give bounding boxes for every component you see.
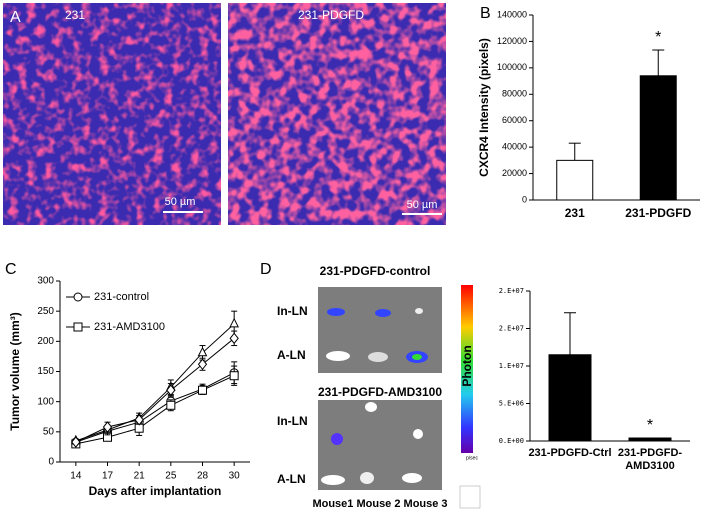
bar — [548, 354, 592, 442]
signal-spot — [413, 429, 423, 439]
imaging-photo — [318, 400, 442, 490]
legend-label: 231-AMD3100 — [94, 321, 165, 333]
marker — [229, 371, 239, 381]
x-tick-label: 28 — [197, 471, 209, 482]
bar — [639, 75, 677, 201]
x-tick-label: 231-PDGFD-Ctrl — [528, 447, 612, 459]
signal-spot — [326, 351, 350, 361]
scale-bar-label: 50 µm — [407, 199, 438, 211]
marker — [73, 322, 83, 332]
row-label: In-LN — [277, 304, 308, 318]
micrograph-signal — [228, 3, 446, 225]
y-axis-title: Tumor volume (mm³) — [8, 312, 22, 430]
panel-label: A — [10, 9, 21, 26]
y-tick-label: 250 — [37, 306, 54, 317]
scale-bar-label: 50 µm — [165, 196, 196, 208]
marker — [198, 385, 207, 395]
marker — [134, 413, 144, 426]
row-label: A-LN — [277, 472, 306, 486]
y-tick-label: 1.E+07 — [499, 362, 524, 370]
image-title: 231 — [65, 8, 85, 22]
marker — [229, 332, 239, 345]
y-tick-label: 0.E+00 — [499, 437, 524, 445]
x-tick-label: 17 — [102, 471, 114, 482]
y-tick-label: 150 — [37, 366, 54, 377]
y-tick-label: 40000 — [502, 142, 527, 152]
marker — [197, 358, 208, 371]
y-tick-label: 60000 — [502, 115, 527, 125]
x-tick-label: 14 — [70, 471, 82, 482]
mouse-labels: Mouse1 Mouse 2 Mouse 3 — [312, 498, 447, 510]
color-bar-unit: p/sec — [466, 455, 478, 461]
color-bar — [461, 285, 473, 453]
significance-mark: * — [647, 417, 653, 434]
color-bar-legend — [459, 485, 481, 509]
signal-spot — [415, 308, 423, 314]
signal-spot — [375, 309, 391, 317]
x-tick-label: 231-PDGFD-AMD3100 — [617, 447, 683, 472]
y-tick-label: 300 — [37, 276, 54, 287]
y-tick-label: 100000 — [497, 62, 527, 72]
signal-spot — [331, 433, 343, 445]
x-tick-label: 25 — [165, 471, 177, 482]
y-axis-title: CXCR4 Intensity (pixels) — [477, 38, 491, 177]
bar — [556, 159, 594, 201]
series-line — [75, 337, 235, 443]
x-tick-label: 231 — [565, 206, 585, 220]
series-line — [75, 375, 235, 445]
y-tick-label: 80000 — [502, 89, 527, 99]
y-tick-label: 2.E+07 — [499, 325, 524, 333]
marker — [71, 436, 81, 448]
x-axis-title: Days after implantation — [89, 484, 222, 498]
y-tick-label: 120000 — [497, 36, 527, 46]
y-tick-label: 200 — [37, 336, 54, 347]
y-tick-label: 0 — [522, 194, 527, 204]
series-line — [75, 372, 235, 443]
y-tick-label: 50 — [43, 426, 55, 437]
marker — [166, 400, 176, 410]
x-tick-label: 21 — [134, 471, 146, 482]
signal-spot — [321, 475, 345, 485]
panel-label: D — [260, 261, 272, 278]
marker — [166, 384, 176, 397]
y-tick-label: 140000 — [497, 9, 527, 19]
marker — [197, 346, 208, 357]
signal-spot — [402, 473, 422, 483]
x-tick-label: 30 — [229, 471, 241, 482]
group-title: 231-PDGFD-control — [320, 264, 431, 278]
significance-mark: * — [655, 29, 661, 46]
series-line — [75, 323, 235, 442]
y-tick-label: 20000 — [502, 168, 527, 178]
marker — [102, 421, 113, 433]
row-label: A-LN — [277, 348, 306, 362]
y-tick-label: 0 — [48, 457, 54, 468]
x-tick-label: 231-PDGFD — [625, 206, 691, 220]
micrograph-signal — [3, 3, 221, 225]
bar — [628, 437, 672, 442]
group-title: 231-PDGFD-AMD3100 — [318, 385, 442, 399]
y-tick-label: 100 — [37, 396, 54, 407]
signal-spot — [360, 472, 374, 484]
signal-spot — [368, 352, 388, 362]
signal-spot — [327, 308, 345, 316]
panel-label: B — [480, 5, 491, 22]
signal-spot — [412, 354, 422, 360]
y-axis-title: Photon — [460, 345, 474, 386]
x-tick-label-box: 231-PDGFD-Ctrl — [528, 447, 612, 459]
marker — [229, 317, 239, 328]
y-tick-label: 2.E+07 — [499, 287, 524, 295]
marker — [73, 292, 83, 302]
image-title: 231-PDGFD — [298, 8, 364, 22]
y-tick-label: 5.E+06 — [499, 400, 524, 408]
legend-label: 231-control — [94, 291, 149, 303]
row-label: In-LN — [277, 414, 308, 428]
signal-spot — [365, 402, 377, 412]
panel-label: C — [5, 261, 17, 278]
x-tick-label-box: 231-PDGFD-AMD3100 — [617, 447, 683, 472]
